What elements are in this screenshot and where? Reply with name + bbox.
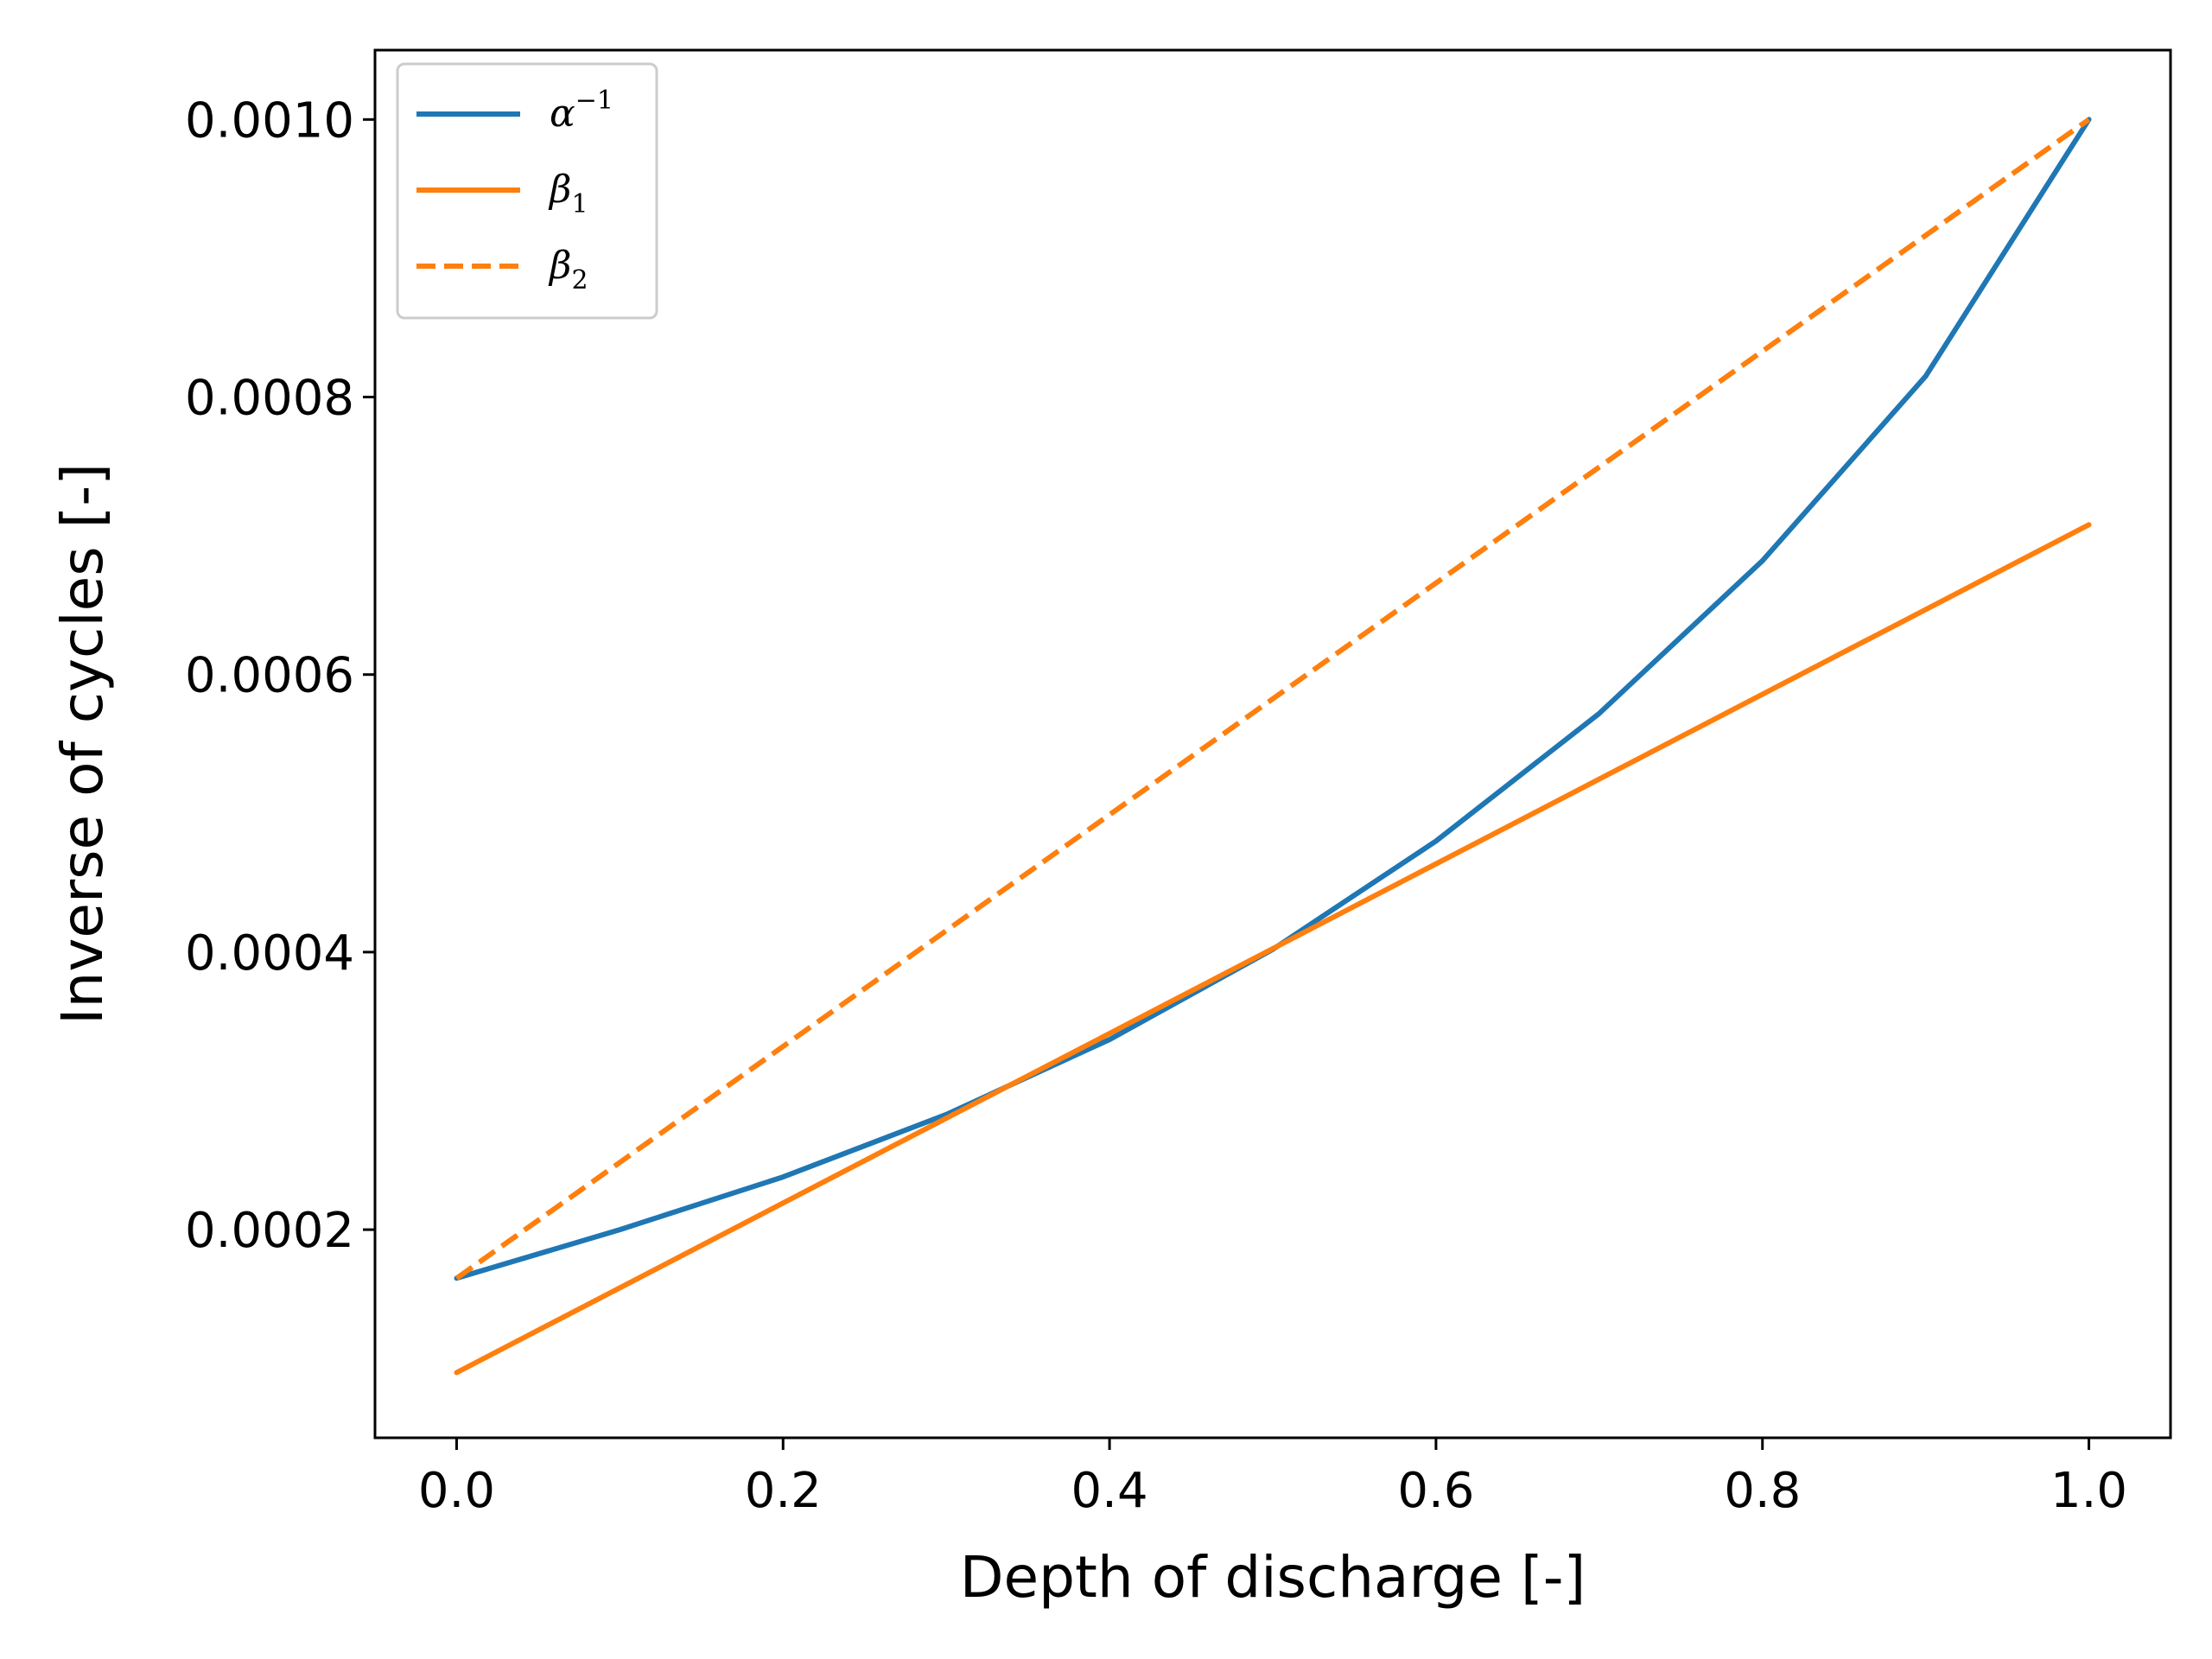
x-tick-label: 0.2 — [745, 1463, 822, 1519]
y-tick-label: 0.0004 — [185, 925, 354, 982]
series-line-2 — [454, 522, 2092, 1376]
legend-superscript: −1 — [575, 86, 613, 116]
x-tick-label: 0.4 — [1071, 1463, 1148, 1519]
plot-area-frame — [373, 48, 2172, 1440]
y-tick-label: 0.0008 — [185, 371, 354, 427]
series-line-3 — [454, 117, 2091, 1281]
series-layer — [454, 117, 2092, 1376]
y-tick-label: 0.0006 — [185, 648, 354, 704]
y-axis-label: Inverse of cycles [-] — [49, 463, 116, 1025]
legend-box — [396, 62, 658, 320]
y-axis: 0.0002 0.0004 0.0006 0.0008 0.0010 — [185, 92, 375, 1259]
legend-symbol: α — [550, 92, 575, 136]
x-axis-label: Depth of discharge [-] — [960, 1544, 1586, 1611]
x-tick-label: 0.8 — [1724, 1463, 1801, 1519]
y-tick-label: 0.0002 — [185, 1203, 354, 1259]
legend-subscript: 1 — [571, 189, 588, 219]
x-tick-label: 0.6 — [1397, 1463, 1474, 1519]
x-axis: 0.0 0.2 0.4 0.6 0.8 1.0 — [418, 1438, 2127, 1519]
legend-label-2: β1 — [548, 168, 588, 219]
x-tick-label: 0.0 — [418, 1463, 495, 1519]
y-tick-label: 0.0010 — [185, 92, 354, 149]
x-tick-label: 1.0 — [2050, 1463, 2127, 1519]
legend-label-1: α−1 — [550, 86, 613, 136]
legend-subscript: 2 — [571, 265, 588, 296]
legend-symbol: β — [548, 244, 571, 288]
legend-symbol: β — [548, 168, 571, 212]
legend-label-3: β2 — [548, 244, 588, 296]
